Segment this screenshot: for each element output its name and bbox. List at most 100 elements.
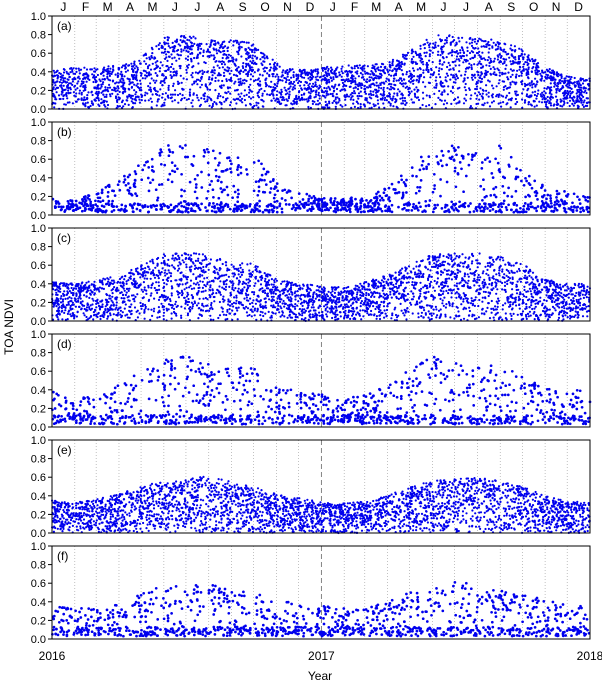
data-point: [218, 74, 221, 77]
data-point: [307, 105, 310, 109]
data-point: [139, 71, 142, 74]
data-point: [265, 56, 268, 59]
data-point: [78, 92, 81, 95]
data-point: [303, 98, 306, 101]
data-point: [379, 93, 382, 96]
data-point: [305, 81, 308, 84]
data-point: [253, 104, 256, 107]
data-point: [79, 85, 82, 88]
data-point: [383, 106, 386, 109]
data-point: [104, 69, 107, 72]
data-point: [548, 96, 552, 100]
data-point: [575, 209, 579, 212]
data-point: [441, 81, 444, 85]
data-point: [305, 192, 309, 196]
data-point: [172, 82, 175, 85]
data-point: [146, 92, 149, 95]
data-point: [273, 193, 277, 197]
data-point: [167, 84, 170, 87]
data-point: [469, 97, 472, 100]
data-point: [306, 88, 309, 91]
data-point: [528, 194, 531, 198]
data-point: [507, 186, 510, 190]
data-point: [404, 184, 408, 188]
data-point: [186, 66, 189, 69]
data-point: [232, 40, 235, 43]
data-point: [452, 68, 455, 71]
data-point: [232, 210, 236, 213]
data-point: [278, 204, 282, 208]
data-point: [251, 54, 254, 57]
data-point: [455, 282, 459, 285]
data-point: [534, 85, 537, 88]
data-point: [523, 82, 526, 85]
data-point: [545, 87, 548, 90]
data-point: [118, 90, 121, 93]
data-point: [82, 74, 85, 77]
data-point: [491, 258, 495, 261]
data-point: [347, 204, 351, 208]
data-point: [263, 57, 266, 60]
data-point: [346, 80, 350, 83]
data-point: [522, 88, 525, 91]
data-point: [318, 102, 321, 105]
data-point: [156, 90, 159, 93]
data-point: [182, 205, 186, 209]
data-point: [190, 51, 194, 55]
data-point: [221, 310, 224, 313]
data-point: [514, 97, 518, 101]
data-point: [512, 69, 515, 72]
data-point: [386, 70, 390, 73]
data-point: [582, 105, 586, 108]
data-point: [489, 57, 492, 60]
data-point: [576, 97, 579, 100]
data-point: [234, 63, 237, 66]
data-point: [218, 203, 222, 207]
data-point: [521, 98, 524, 101]
data-point: [435, 308, 438, 311]
data-point: [108, 86, 112, 89]
data-point: [394, 97, 397, 101]
data-point: [405, 202, 409, 206]
data-point: [239, 171, 243, 175]
data-point: [427, 44, 431, 47]
data-point: [130, 268, 133, 272]
data-point: [56, 200, 60, 204]
data-point: [422, 167, 425, 171]
data-point: [66, 97, 69, 100]
data-point: [384, 96, 387, 99]
data-point: [437, 69, 441, 72]
data-point: [391, 62, 394, 65]
data-point: [510, 44, 513, 47]
data-point: [394, 271, 397, 274]
data-point: [497, 102, 500, 105]
data-point: [368, 76, 371, 79]
data-point: [63, 103, 66, 106]
data-point: [239, 41, 242, 44]
data-point: [387, 73, 391, 76]
data-point: [166, 178, 170, 182]
data-point: [470, 64, 473, 67]
data-point: [127, 189, 131, 193]
data-point: [229, 167, 232, 171]
data-point: [207, 50, 210, 53]
data-point: [371, 64, 374, 67]
data-point: [261, 56, 264, 59]
data-point: [206, 48, 210, 51]
data-point: [215, 52, 219, 55]
data-point: [188, 93, 191, 96]
data-point: [544, 206, 548, 210]
data-point: [178, 64, 181, 68]
data-point: [232, 44, 235, 47]
data-point: [471, 153, 474, 157]
data-point: [208, 76, 211, 79]
data-point: [214, 89, 217, 92]
data-point: [356, 64, 359, 67]
data-point: [403, 97, 406, 100]
data-point: [401, 191, 405, 195]
data-point: [470, 158, 474, 161]
data-point: [202, 54, 205, 58]
data-point: [213, 210, 217, 214]
data-point: [440, 68, 443, 71]
data-point: [186, 207, 190, 210]
